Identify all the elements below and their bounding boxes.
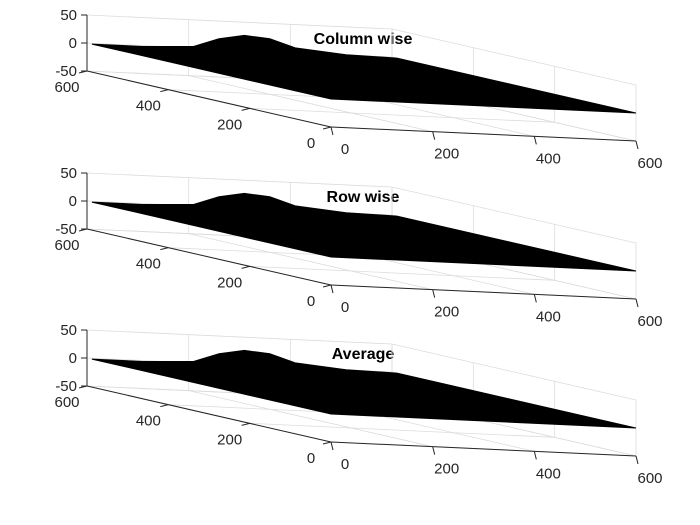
grid-line [86,172,393,188]
z-tick-label: -50 [55,63,77,80]
x-tick-mark [533,294,537,303]
y-tick-mark [322,441,332,445]
y-tick-label: 200 [217,116,242,133]
y-tick-mark [160,404,169,408]
x-tick-label: 200 [434,304,459,321]
y-axis-line [86,228,332,286]
y-axis-line [86,70,332,128]
x-tick-label: 200 [434,146,459,163]
z-tick-label: 50 [60,165,77,182]
x-tick-label: 600 [637,470,662,487]
y-tick-mark [322,284,332,288]
y-tick-mark [160,247,169,251]
y-tick-label: 400 [136,413,161,430]
y-tick-label: 200 [217,274,242,291]
x-tick-mark [635,140,639,150]
grid-line [391,186,637,244]
x-tick-label: 0 [341,456,349,473]
z-tick-label: 0 [69,350,77,367]
x-tick-mark [533,451,537,460]
grid-line [188,390,433,448]
x-tick-mark [432,446,436,455]
grid-line [391,343,637,401]
x-tick-mark [330,441,334,451]
subplot-title: Column wise [314,31,413,48]
subplot-title: Row wise [327,189,400,206]
y-tick-mark [160,89,169,93]
subplot-title: Average [332,346,395,363]
grid-line [86,14,393,30]
x-tick-mark [330,284,334,294]
surface-plot [91,349,637,429]
y-tick-label: 400 [136,256,161,273]
x-tick-mark [635,455,639,465]
y-axis-line [86,385,332,443]
grid-line [249,107,555,123]
x-tick-label: 200 [434,461,459,478]
grid-line [188,75,433,133]
y-tick-label: 600 [54,394,79,411]
y-tick-label: 0 [307,135,315,152]
z-tick-label: -50 [55,221,77,238]
y-tick-label: 600 [54,237,79,254]
y-tick-label: 400 [136,98,161,115]
y-tick-mark [241,422,250,426]
x-tick-mark [533,136,537,145]
x-tick-label: 400 [536,308,561,325]
x-tick-mark [432,289,436,298]
x-axis-line [330,441,637,457]
x-tick-label: 400 [536,465,561,482]
x-tick-label: 0 [341,141,349,158]
z-tick-label: 0 [69,193,77,210]
z-tick-label: 0 [69,35,77,52]
x-tick-label: 600 [637,313,662,330]
x-tick-mark [432,131,436,140]
y-tick-mark [241,265,250,269]
y-tick-mark [241,107,250,111]
z-tick-label: 50 [60,7,77,24]
grid-line [391,28,637,86]
x-axis-line [330,126,637,142]
y-tick-mark [322,126,332,130]
grid-line [249,265,555,281]
x-tick-mark [635,298,639,308]
z-tick-label: 50 [60,322,77,339]
grid-line [188,233,433,291]
grid-line [86,329,393,345]
y-tick-label: 200 [217,431,242,448]
z-tick-label: -50 [55,378,77,395]
y-tick-label: 0 [307,450,315,467]
x-tick-mark [330,126,334,136]
surface-plot [91,34,637,114]
x-tick-label: 600 [637,155,662,172]
surface-plot [91,192,637,272]
y-tick-label: 0 [307,293,315,310]
grid-line [249,422,555,438]
x-tick-label: 400 [536,150,561,167]
x-tick-label: 0 [341,299,349,316]
x-axis-line [330,284,637,300]
y-tick-label: 600 [54,79,79,96]
